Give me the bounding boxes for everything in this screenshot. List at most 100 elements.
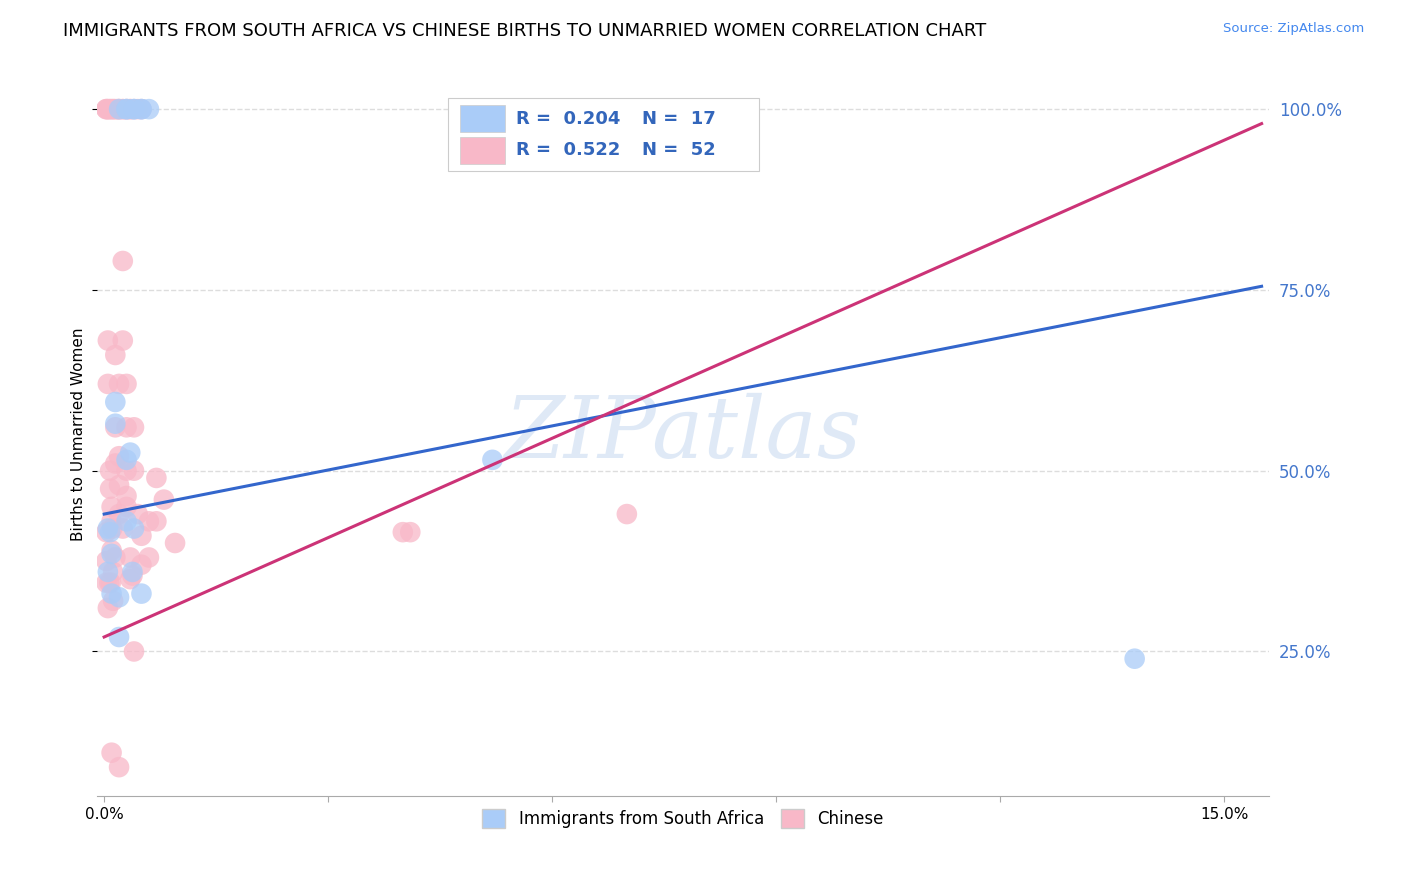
Point — [145, 514, 167, 528]
Point — [108, 376, 131, 391]
Point — [108, 507, 131, 521]
Point — [122, 102, 145, 116]
Point — [98, 464, 121, 478]
Point — [104, 348, 127, 362]
Point — [108, 449, 131, 463]
Point — [104, 420, 127, 434]
Point — [115, 376, 138, 391]
Point — [122, 420, 145, 434]
Text: N =  17: N = 17 — [641, 110, 716, 128]
Point — [111, 334, 134, 348]
Point — [104, 457, 127, 471]
Point — [101, 522, 124, 536]
Point — [98, 102, 121, 116]
Point — [96, 102, 118, 116]
Point — [97, 376, 120, 391]
Point — [97, 522, 120, 536]
Point — [115, 514, 138, 528]
Point — [111, 102, 134, 116]
Point — [131, 529, 153, 543]
Point — [165, 536, 187, 550]
Point — [96, 525, 118, 540]
Point — [120, 550, 142, 565]
Point — [121, 568, 143, 582]
Point — [101, 594, 124, 608]
Point — [115, 489, 138, 503]
Point — [100, 746, 122, 760]
FancyBboxPatch shape — [449, 98, 759, 170]
Point — [111, 102, 134, 116]
Point — [122, 464, 145, 478]
Point — [98, 575, 121, 590]
Point — [111, 254, 134, 268]
Point — [104, 550, 127, 565]
Point — [100, 500, 122, 514]
Point — [104, 417, 127, 431]
Point — [103, 102, 125, 116]
Point — [100, 586, 122, 600]
Point — [97, 601, 120, 615]
Point — [96, 102, 118, 116]
Point — [120, 445, 142, 459]
Point — [108, 102, 131, 116]
Point — [115, 102, 138, 116]
Point — [1123, 651, 1146, 665]
Y-axis label: Births to Unmarried Women: Births to Unmarried Women — [72, 327, 86, 541]
Text: R =  0.522: R = 0.522 — [516, 141, 621, 160]
Point — [399, 525, 422, 540]
Text: R =  0.204: R = 0.204 — [516, 110, 621, 128]
Point — [122, 644, 145, 658]
Point — [481, 453, 503, 467]
Point — [131, 102, 153, 116]
Point — [138, 102, 160, 116]
Point — [121, 565, 143, 579]
Text: N =  52: N = 52 — [641, 141, 716, 160]
Point — [100, 514, 122, 528]
Point — [115, 102, 138, 116]
FancyBboxPatch shape — [460, 104, 505, 132]
Point — [115, 102, 138, 116]
Point — [97, 565, 120, 579]
Point — [115, 500, 138, 514]
Point — [122, 102, 145, 116]
Point — [616, 507, 638, 521]
Point — [108, 591, 131, 605]
Point — [101, 565, 124, 579]
Point — [98, 525, 121, 540]
Point — [115, 453, 138, 467]
Text: IMMIGRANTS FROM SOUTH AFRICA VS CHINESE BIRTHS TO UNMARRIED WOMEN CORRELATION CH: IMMIGRANTS FROM SOUTH AFRICA VS CHINESE … — [63, 22, 987, 40]
Point — [127, 507, 149, 521]
Point — [115, 464, 138, 478]
Point — [100, 102, 122, 116]
Point — [120, 102, 142, 116]
Point — [107, 102, 129, 116]
Point — [100, 547, 122, 561]
Point — [153, 492, 176, 507]
Point — [120, 102, 142, 116]
Point — [131, 558, 153, 572]
Point — [392, 525, 415, 540]
Point — [108, 102, 131, 116]
Point — [120, 572, 142, 586]
Point — [108, 760, 131, 774]
Point — [108, 478, 131, 492]
Point — [115, 420, 138, 434]
Point — [96, 554, 118, 568]
Point — [100, 543, 122, 558]
Point — [122, 522, 145, 536]
Point — [138, 550, 160, 565]
Point — [115, 102, 138, 116]
Point — [101, 102, 124, 116]
Point — [122, 102, 145, 116]
Point — [98, 482, 121, 496]
Point — [131, 102, 153, 116]
Point — [111, 522, 134, 536]
Point — [97, 334, 120, 348]
Point — [131, 586, 153, 600]
Point — [97, 102, 120, 116]
Point — [108, 102, 131, 116]
Point — [138, 514, 160, 528]
Point — [127, 102, 149, 116]
Point — [131, 102, 153, 116]
Point — [104, 395, 127, 409]
